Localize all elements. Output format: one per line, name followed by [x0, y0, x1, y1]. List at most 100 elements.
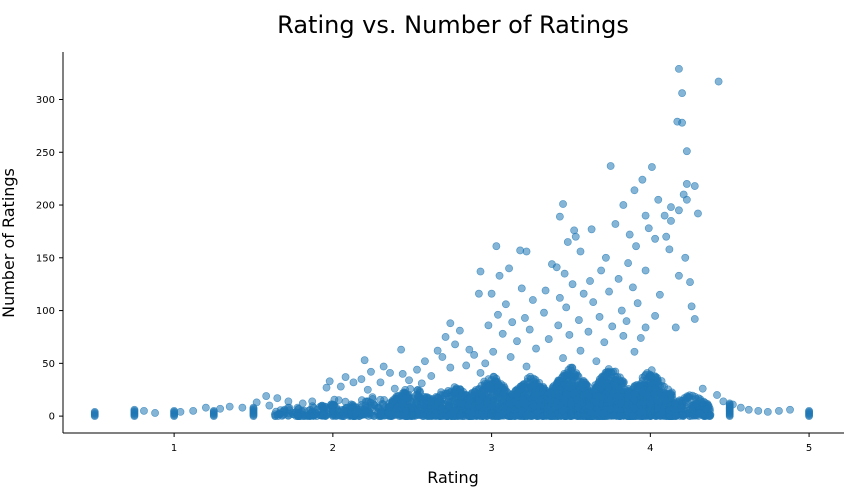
data-point	[630, 186, 639, 195]
data-point	[510, 397, 519, 406]
data-point	[553, 378, 562, 387]
data-point	[446, 363, 455, 372]
data-point	[578, 380, 587, 389]
x-ticks: 1 2 3 4 5	[171, 433, 812, 454]
data-point	[786, 405, 794, 414]
data-point	[611, 367, 620, 376]
data-point	[611, 220, 620, 228]
data-point	[530, 392, 539, 401]
data-point	[528, 296, 537, 304]
data-point	[417, 379, 426, 388]
data-point	[548, 383, 557, 392]
data-point	[474, 289, 483, 298]
data-point	[651, 234, 659, 243]
data-point	[421, 357, 429, 366]
data-point	[584, 327, 593, 336]
data-point	[694, 209, 702, 218]
data-point	[386, 368, 394, 377]
data-point	[492, 242, 501, 251]
data-point	[597, 266, 606, 275]
data-point	[273, 394, 282, 403]
data-point	[551, 402, 559, 411]
data-point	[617, 306, 626, 315]
y-axis-label: Number of Ratings	[0, 168, 18, 318]
data-point	[388, 396, 397, 405]
data-point	[631, 389, 639, 398]
data-point	[130, 405, 139, 414]
data-point	[341, 397, 350, 406]
data-point	[661, 396, 670, 405]
x-tick-label: 5	[806, 443, 812, 454]
data-point	[744, 405, 753, 414]
data-point	[176, 407, 185, 416]
data-point	[575, 316, 583, 324]
data-point	[90, 407, 99, 416]
data-point	[367, 367, 375, 376]
data-point	[648, 163, 656, 171]
data-point	[671, 412, 680, 420]
data-point	[548, 411, 556, 420]
data-point	[628, 283, 637, 292]
data-point	[465, 395, 474, 404]
x-tick-label: 2	[330, 443, 336, 454]
data-point	[698, 384, 707, 393]
data-point	[554, 321, 563, 330]
data-point	[605, 287, 613, 296]
data-point	[540, 308, 548, 317]
data-point	[604, 384, 613, 393]
data-point	[638, 387, 646, 396]
data-point	[662, 232, 671, 241]
data-point	[265, 401, 274, 410]
data-point	[562, 390, 571, 399]
data-point	[805, 406, 813, 415]
data-point	[713, 391, 721, 399]
data-point	[576, 346, 585, 355]
data-point	[438, 404, 447, 413]
data-point	[682, 180, 691, 188]
data-point	[682, 195, 691, 204]
data-point	[456, 411, 464, 420]
data-point	[675, 271, 683, 280]
data-point	[633, 299, 642, 308]
data-point	[704, 402, 713, 410]
data-point	[444, 401, 453, 410]
data-point	[280, 405, 289, 414]
data-point	[284, 397, 293, 406]
data-point	[604, 365, 613, 373]
data-point	[467, 409, 476, 418]
data-point	[682, 147, 691, 156]
data-point	[567, 399, 575, 408]
data-point	[517, 284, 526, 293]
data-point	[506, 353, 515, 361]
data-point	[357, 375, 366, 384]
data-point	[686, 278, 694, 286]
data-point	[377, 408, 386, 417]
data-point	[294, 412, 302, 421]
data-point	[603, 372, 611, 381]
data-point	[714, 77, 723, 86]
data-point	[357, 396, 366, 405]
data-point	[495, 271, 504, 280]
data-point	[690, 315, 699, 323]
data-point	[559, 405, 568, 414]
data-point	[675, 206, 683, 215]
data-point	[363, 385, 372, 394]
data-point	[624, 259, 633, 267]
data-point	[560, 269, 569, 278]
data-point	[567, 366, 576, 375]
data-point	[398, 369, 407, 378]
data-point	[638, 175, 647, 184]
data-point	[614, 275, 623, 283]
data-point	[589, 298, 598, 307]
data-point	[641, 211, 650, 220]
data-point	[690, 182, 699, 190]
data-point	[763, 407, 772, 416]
data-point	[646, 399, 655, 408]
y-tick-label: 100	[36, 306, 55, 317]
data-point	[462, 361, 471, 370]
data-point	[481, 359, 490, 368]
data-point	[601, 253, 610, 262]
data-point	[636, 408, 645, 417]
data-point	[775, 406, 783, 415]
data-point	[453, 392, 462, 400]
